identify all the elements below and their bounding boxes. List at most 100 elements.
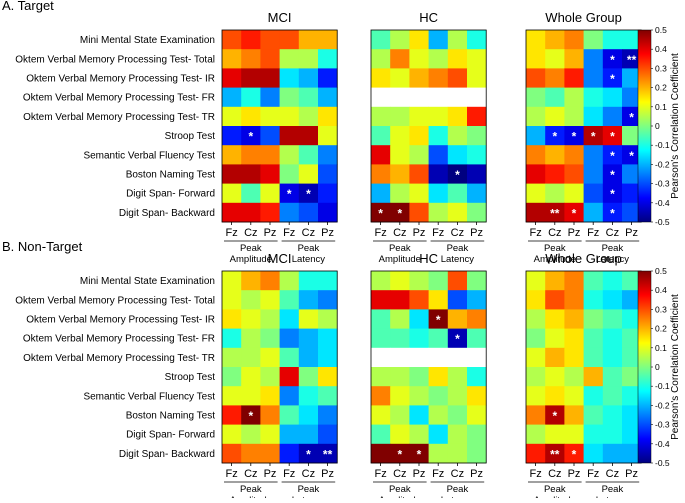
heatmap-cell bbox=[602, 183, 623, 204]
column-label: Cz bbox=[393, 227, 406, 239]
heatmap-cell bbox=[526, 328, 546, 349]
heatmap-cell bbox=[409, 87, 429, 108]
heatmap-cell bbox=[545, 405, 565, 425]
heatmap-cell bbox=[318, 309, 338, 329]
heatmap-cell bbox=[241, 49, 261, 69]
heatmap-cell bbox=[526, 145, 546, 165]
heatmap-cell bbox=[526, 49, 546, 69]
heatmap-cell bbox=[545, 347, 565, 368]
panel-label: A. Target bbox=[2, 0, 54, 13]
heatmap-cell bbox=[602, 271, 623, 291]
heatmap-cell bbox=[467, 106, 487, 127]
heatmap-cell bbox=[467, 145, 487, 165]
heatmap-cell bbox=[467, 443, 487, 464]
heatmap-cell bbox=[222, 183, 242, 204]
heatmap-cell bbox=[602, 443, 623, 464]
heatmap-cell bbox=[467, 309, 487, 329]
heatmap-cell bbox=[371, 202, 391, 223]
heatmap-cell bbox=[526, 386, 546, 406]
heatmap-cell bbox=[260, 309, 280, 329]
column-label: Pz bbox=[413, 468, 426, 480]
heatmap-cell bbox=[241, 443, 261, 464]
significance-star: * bbox=[610, 53, 615, 67]
heatmap-cell bbox=[428, 290, 449, 310]
heatmap-cell bbox=[409, 106, 429, 127]
heatmap-cell bbox=[390, 68, 410, 88]
heatmap-cell bbox=[545, 424, 565, 445]
heatmap-cell bbox=[564, 309, 584, 329]
heatmap-cell bbox=[447, 367, 468, 387]
heatmap-cell bbox=[602, 30, 623, 50]
heatmap-cell bbox=[428, 49, 449, 69]
heatmap-cell bbox=[241, 106, 261, 127]
heatmap-cell bbox=[390, 106, 410, 127]
heatmap-cell bbox=[318, 386, 338, 406]
row-label: Oktem Verbal Memory Processing Test- IR bbox=[26, 74, 215, 85]
heatmap-cell bbox=[222, 49, 242, 69]
heatmap-cell bbox=[545, 386, 565, 406]
heatmap-cell bbox=[222, 126, 242, 146]
heatmap-cell bbox=[602, 424, 623, 445]
heatmap-cell bbox=[222, 443, 242, 464]
column-label: Fz bbox=[374, 227, 386, 239]
column-label: Pz bbox=[321, 227, 334, 239]
heatmap-cell bbox=[526, 68, 546, 88]
heatmap-cell bbox=[318, 443, 338, 464]
heatmap-cell bbox=[241, 290, 261, 310]
heatmap-cell bbox=[583, 202, 604, 223]
panel-0: A. Target Mini Mental State Examination Ok… bbox=[2, 0, 681, 265]
heatmap-whole-group: Whole Group****FzCzPzFzCzPzPeakAmplitude… bbox=[525, 251, 642, 503]
heatmap-cell bbox=[467, 424, 487, 445]
heatmap-cell bbox=[467, 183, 487, 204]
heatmap-cell bbox=[371, 106, 391, 127]
heatmap-cell bbox=[447, 126, 468, 146]
heatmap-cell bbox=[298, 367, 319, 387]
heatmap-cell bbox=[467, 68, 487, 88]
heatmap-cell bbox=[447, 68, 468, 88]
row-label: Oktem Verbal Memory Processing Test- FR bbox=[23, 93, 215, 104]
heatmap-cell bbox=[390, 443, 410, 464]
heatmap-cell bbox=[371, 68, 391, 88]
heatmap-cell bbox=[222, 424, 242, 445]
heatmap-cell bbox=[583, 106, 604, 127]
heatmap-cell bbox=[390, 30, 410, 50]
heatmap-cell bbox=[279, 309, 300, 329]
heatmap-cell bbox=[428, 367, 449, 387]
column-label: Fz bbox=[283, 468, 295, 480]
heatmap-cell bbox=[526, 443, 546, 464]
heatmap-title: Whole Group bbox=[545, 251, 622, 266]
heatmap-cell bbox=[409, 443, 429, 464]
heatmap-cell bbox=[622, 30, 642, 50]
heatmap-cell bbox=[583, 328, 604, 349]
heatmap-cell bbox=[298, 202, 319, 223]
heatmap-cell bbox=[260, 328, 280, 349]
heatmap-cell bbox=[279, 145, 300, 165]
heatmap-cell bbox=[428, 164, 449, 184]
heatmap-cell bbox=[241, 183, 261, 204]
heatmap-cell bbox=[467, 367, 487, 387]
heatmap-cell bbox=[583, 68, 604, 88]
significance-star: * bbox=[436, 313, 441, 327]
heatmap-cell bbox=[467, 49, 487, 69]
heatmap-cell bbox=[447, 290, 468, 310]
heatmap-cell bbox=[241, 367, 261, 387]
heatmap-cell bbox=[622, 164, 642, 184]
heatmap-cell bbox=[428, 271, 449, 291]
heatmap-cell bbox=[409, 309, 429, 329]
colorbar-tick-label: -0.2 bbox=[655, 159, 670, 169]
heatmap-cell bbox=[298, 309, 319, 329]
column-label: Fz bbox=[225, 468, 237, 480]
heatmap-title: Whole Group bbox=[545, 10, 622, 25]
heatmap-cell bbox=[622, 367, 642, 387]
column-label: Cz bbox=[548, 227, 561, 239]
heatmap-cell bbox=[390, 126, 410, 146]
heatmap-cell bbox=[428, 443, 449, 464]
heatmap-cell bbox=[241, 347, 261, 368]
heatmap-cell bbox=[545, 49, 565, 69]
heatmap-cell bbox=[564, 164, 584, 184]
heatmap-cell bbox=[545, 30, 565, 50]
significance-star: * bbox=[610, 206, 615, 220]
heatmap-cell bbox=[545, 202, 565, 223]
